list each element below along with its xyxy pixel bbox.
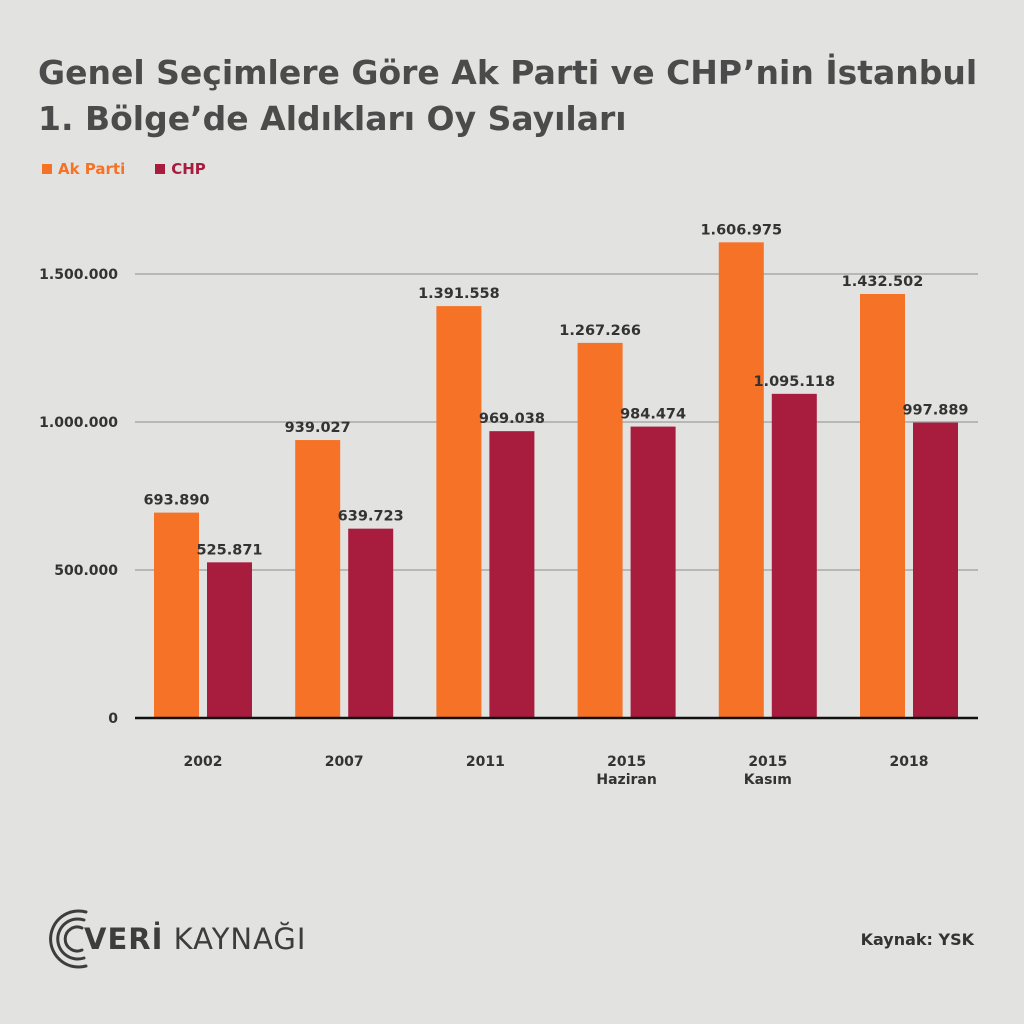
title-line-2: 1. Bölge’de Aldıkları Oy Sayıları <box>38 99 627 138</box>
data-label: 1.095.118 <box>753 374 835 390</box>
x-tick-label: 2018 <box>890 754 929 770</box>
data-label: 984.474 <box>620 407 686 423</box>
chart-title: Genel Seçimlere Göre Ak Parti ve CHP’nin… <box>38 50 998 142</box>
logo-text-light: KAYNAĞI <box>173 922 307 956</box>
title-line-1: Genel Seçimlere Göre Ak Parti ve CHP’nin… <box>38 53 978 92</box>
logo-arcs-icon <box>49 909 88 969</box>
data-label: 693.890 <box>143 493 209 509</box>
x-tick-label: 2015 <box>748 754 787 770</box>
legend-label-ak-parti: Ak Parti <box>58 160 126 178</box>
legend-swatch-ak-parti <box>42 164 52 174</box>
bar-ak-parti <box>577 342 623 718</box>
bar-ak-parti <box>436 306 482 718</box>
logo-text-bold: VERİ <box>84 922 164 956</box>
bar-ak-parti <box>295 440 341 718</box>
data-label: 1.606.975 <box>700 222 782 238</box>
source-label: Kaynak: YSK <box>860 930 974 949</box>
x-tick-label: 2015 <box>607 754 646 770</box>
legend-item-chp: CHP <box>155 160 206 178</box>
y-tick-label: 500.000 <box>54 563 118 579</box>
legend-swatch-chp <box>155 164 166 174</box>
logo-text: VERİ KAYNAĞI <box>84 922 306 956</box>
data-label: 639.723 <box>338 509 404 525</box>
bar-chp <box>771 393 817 718</box>
logo: VERİ KAYNAĞI <box>42 904 306 974</box>
bar-ak-parti <box>154 512 199 718</box>
x-tick-label: 2007 <box>325 754 364 770</box>
x-tick-label: 2011 <box>466 754 505 770</box>
x-tick-label: Haziran <box>596 772 656 788</box>
legend-item-ak-parti: Ak Parti <box>42 160 125 178</box>
y-tick-label: 1.000.000 <box>39 415 118 431</box>
x-tick-label: Kasım <box>744 772 792 788</box>
bar-ak-parti <box>718 242 764 719</box>
y-tick-label: 0 <box>108 711 118 727</box>
data-label: 997.889 <box>902 403 968 419</box>
data-label: 969.038 <box>479 411 545 427</box>
bar-ak-parti <box>860 293 905 718</box>
data-label: 1.267.266 <box>559 323 641 339</box>
data-label: 1.432.502 <box>842 274 924 290</box>
bar-chp <box>489 431 535 718</box>
bar-chp <box>348 528 394 718</box>
y-tick-label: 1.500.000 <box>39 267 118 283</box>
legend: Ak Parti CHP <box>42 160 206 178</box>
legend-label-chp: CHP <box>171 160 206 178</box>
bar-chp <box>630 426 676 718</box>
data-label: 939.027 <box>285 420 351 436</box>
bar-chp <box>913 422 958 718</box>
data-label: 525.871 <box>196 542 262 558</box>
bar-chart: 0 500.000 1.000.000 1.500.000 693.890 525.871… <box>39 222 978 788</box>
x-tick-label: 2002 <box>184 754 223 770</box>
data-label: 1.391.558 <box>418 286 500 302</box>
bar-chp <box>207 562 252 718</box>
